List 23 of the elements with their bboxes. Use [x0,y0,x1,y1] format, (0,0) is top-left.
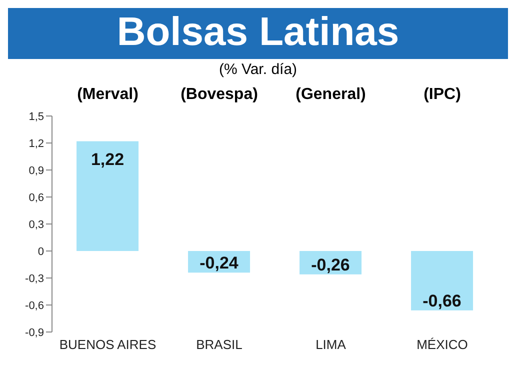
x-tick-label: LIMA [316,337,346,352]
data-label: -0,24 [200,254,239,273]
y-tick-label: 0,9 [28,164,44,177]
x-tick-label: MÉXICO [416,337,468,352]
x-tick-label: BRASIL [196,337,242,352]
y-tick-label: 1,5 [28,110,44,123]
text: (IPC) [422,86,462,104]
y-tick-label: -0,6 [25,300,44,312]
text: (Merval) [76,86,140,104]
text: (Bovespa) [180,86,259,104]
chart-subtitle: (% Var. día) [218,61,298,78]
text: (General) [294,86,367,104]
y-tick-label: 0 [38,246,44,258]
y-tick-label: 0,3 [28,218,44,231]
data-label: -0,66 [422,291,462,310]
x-tick-label: BUENOS AIRES [59,337,156,352]
data-label: -0,26 [311,255,350,274]
data-label: 1,22 [90,150,124,170]
y-tick-label: 0,6 [28,192,44,204]
chart-title: Bolsas Latinas [8,8,508,59]
y-tick-label: -0,9 [25,326,44,339]
y-tick-label: 1,2 [28,138,44,150]
y-tick-label: -0,3 [25,272,44,285]
